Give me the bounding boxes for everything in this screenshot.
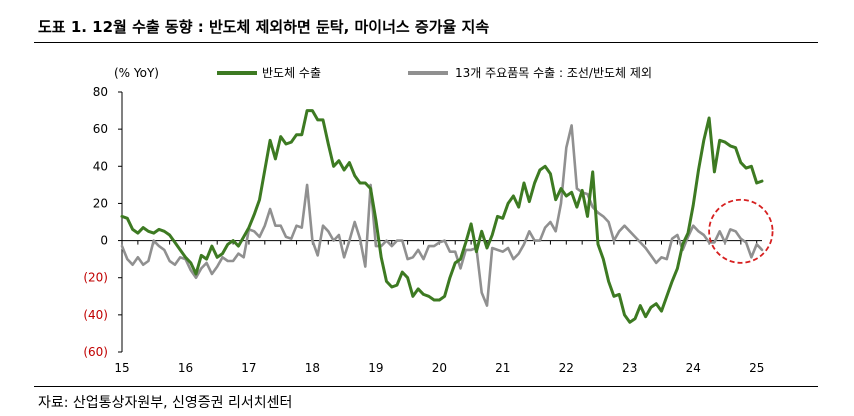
legend-label-semiconductor: 반도체 수출 (262, 66, 321, 80)
y-axis: 80 60 40 20 0 (20) (40) (60) (83, 85, 123, 359)
y-tick-label: 40 (93, 159, 108, 173)
y-tick-label: 80 (93, 85, 108, 99)
x-axis: 15 16 17 18 19 20 21 22 23 24 25 (114, 240, 764, 375)
bottom-rule (34, 386, 818, 387)
highlight-ellipse (708, 198, 774, 264)
y-tick-label: 20 (93, 196, 108, 210)
x-tick-label: 23 (622, 361, 637, 375)
x-tick-label: 21 (495, 361, 510, 375)
y-tick-label: (40) (83, 308, 108, 322)
series-line-semiconductor (120, 109, 764, 324)
x-tick-label: 20 (432, 361, 447, 375)
legend: 반도체 수출 13개 주요품목 수출 : 조선/반도체 제외 (217, 66, 652, 80)
y-axis-unit-label: (% YoY) (114, 66, 159, 80)
annotation-layer (708, 198, 774, 264)
y-tick-label: 60 (93, 122, 108, 136)
title-rule (34, 42, 818, 43)
source-note: 자료: 산업통상자원부, 신영증권 리서치센터 (38, 395, 293, 411)
x-tick-label: 17 (241, 361, 256, 375)
x-tick-label: 15 (114, 361, 129, 375)
x-tick-label: 18 (305, 361, 320, 375)
x-tick-label: 25 (749, 361, 764, 375)
legend-label-13-items: 13개 주요품목 수출 : 조선/반도체 제외 (455, 66, 652, 80)
chart-svg: (% YoY) 반도체 수출 13개 주요품목 수출 : 조선/반도체 제외 8… (83, 66, 774, 375)
x-tick-label: 19 (368, 361, 383, 375)
x-tick-label: 16 (178, 361, 193, 375)
chart: (% YoY) 반도체 수출 13개 주요품목 수출 : 조선/반도체 제외 8… (0, 44, 854, 386)
y-tick-label: (60) (83, 345, 108, 359)
figure-title: 도표 1. 12월 수출 동향 : 반도체 제외하면 둔탁, 마이너스 증가율 … (38, 18, 490, 36)
x-tick-label: 24 (686, 361, 701, 375)
y-tick-label: 0 (100, 234, 108, 248)
x-tick-label: 22 (559, 361, 574, 375)
y-tick-label: (20) (83, 271, 108, 285)
series-line-13-items (120, 124, 764, 307)
series-layer (120, 109, 764, 324)
